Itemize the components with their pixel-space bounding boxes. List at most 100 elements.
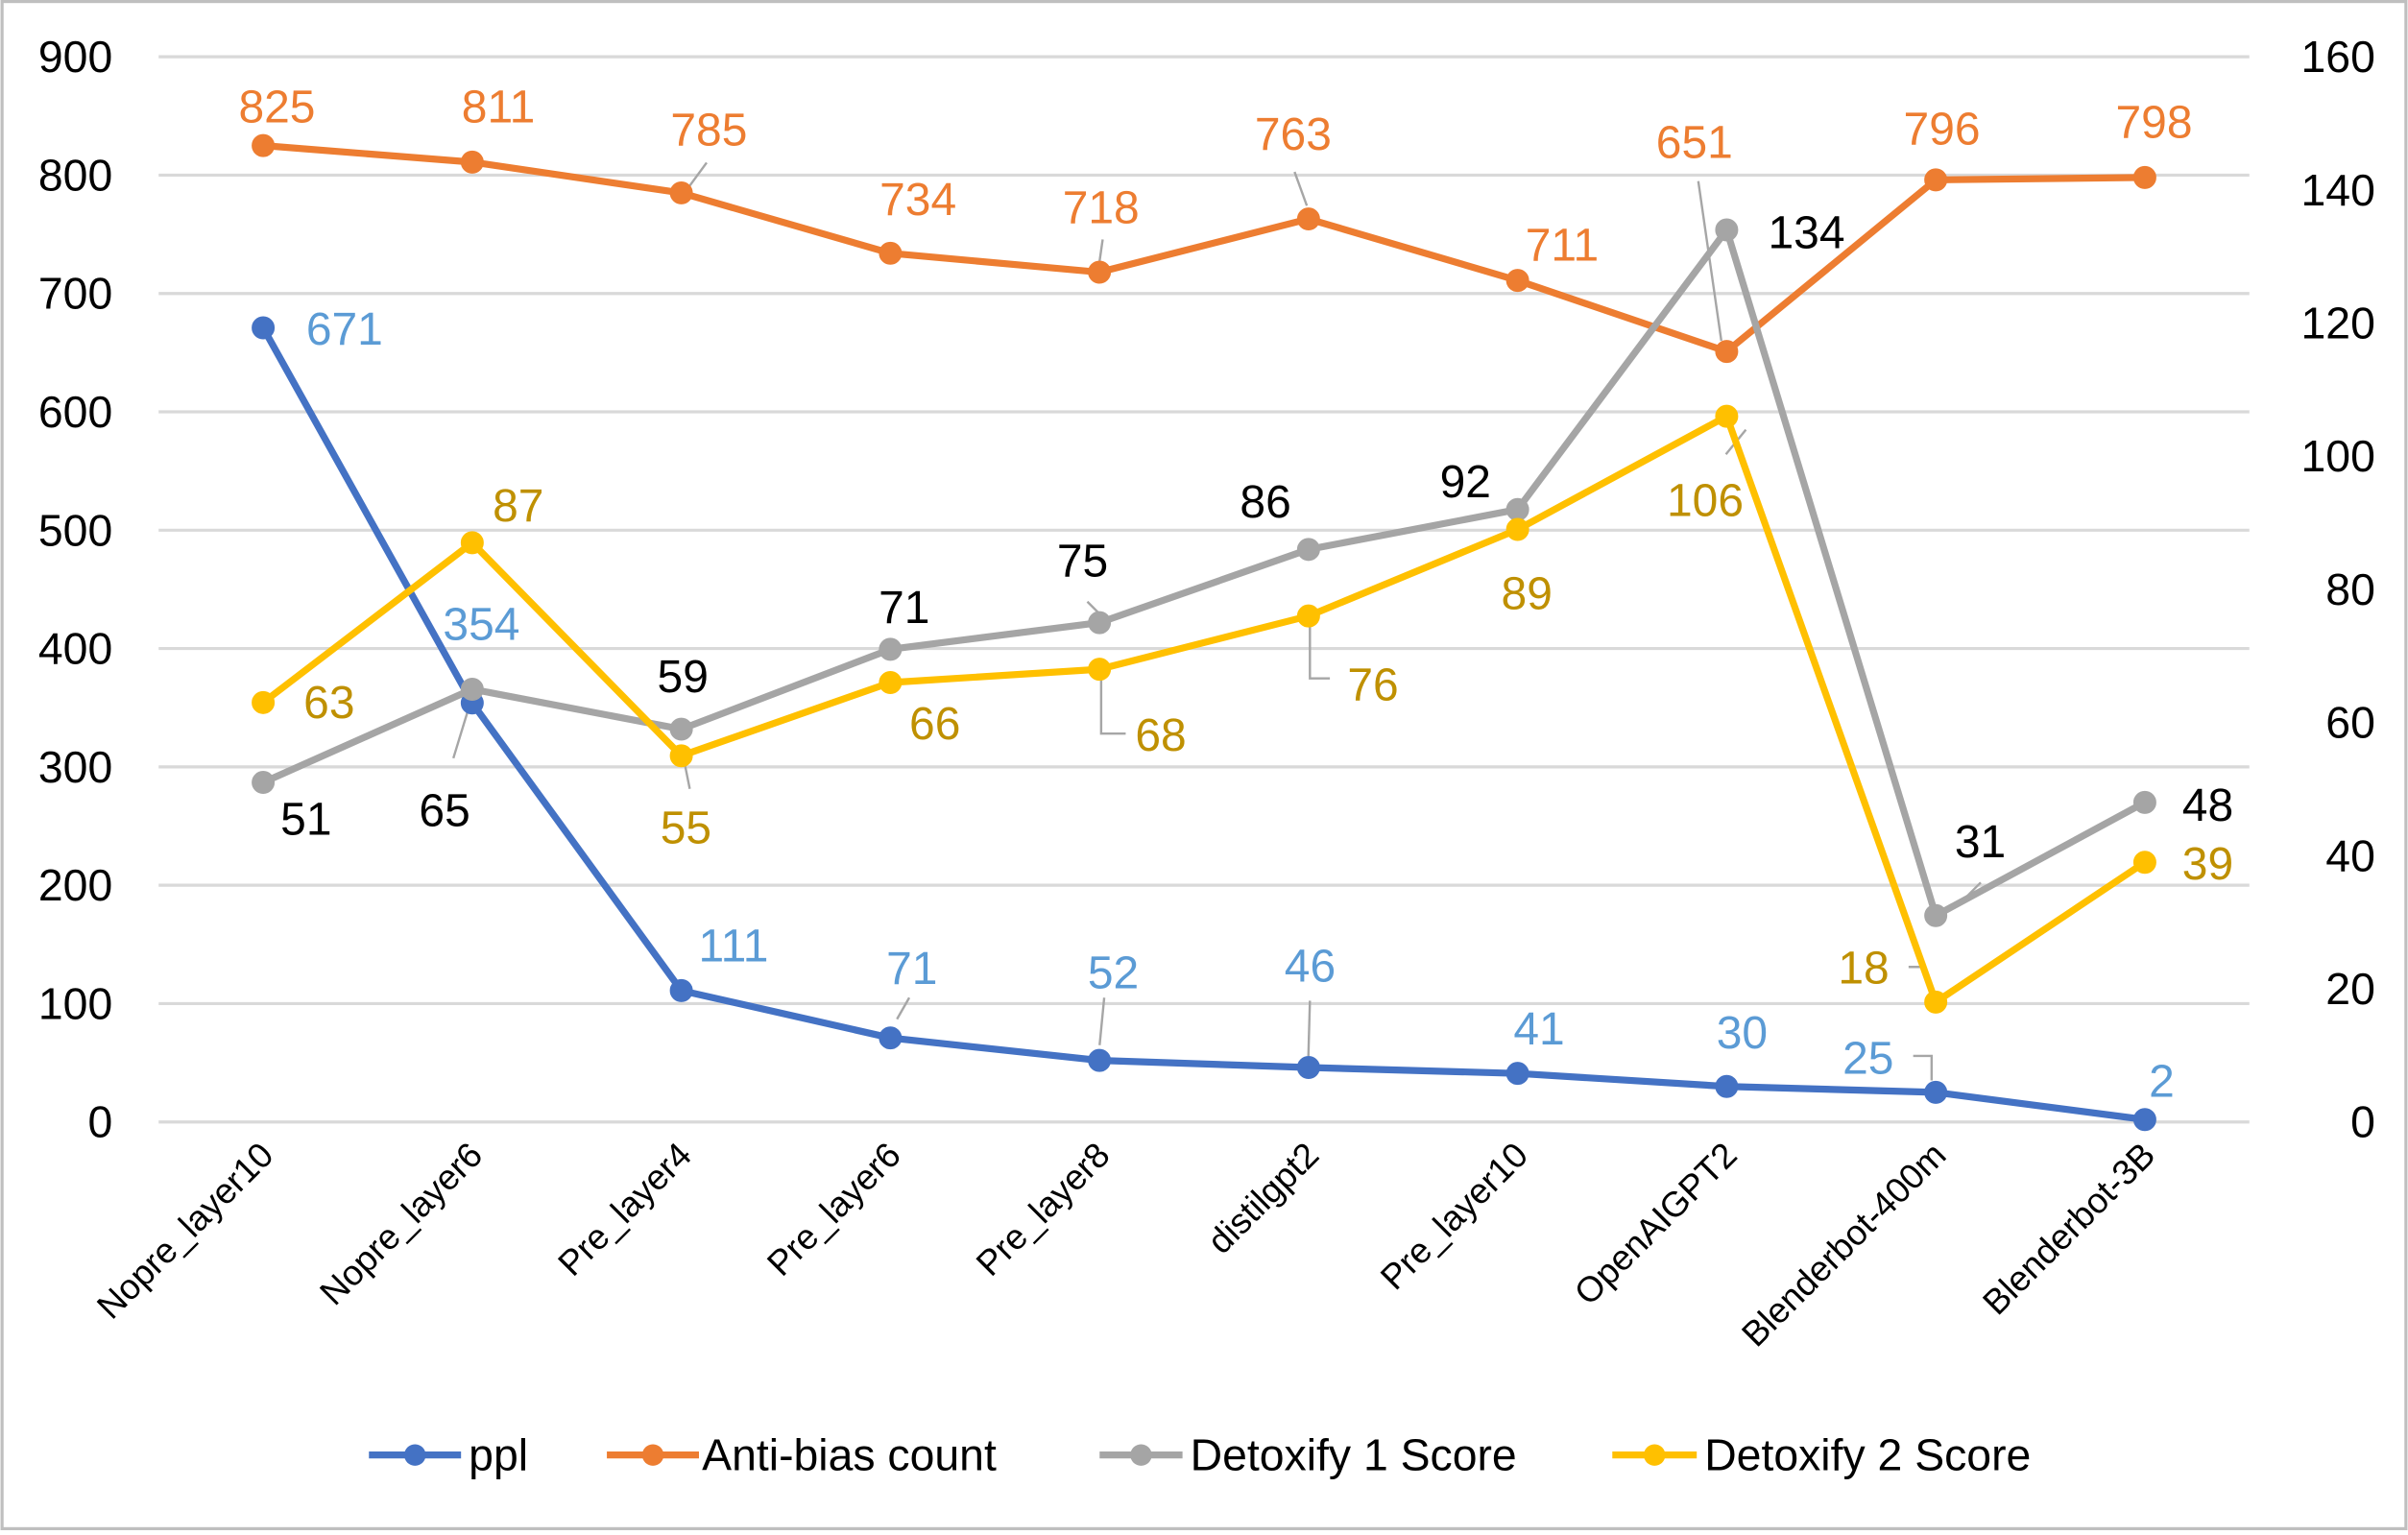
data-label: 798 xyxy=(2115,97,2192,148)
data-label: 671 xyxy=(306,304,383,355)
data-point xyxy=(1088,260,1112,284)
data-point xyxy=(879,241,903,265)
data-label: 66 xyxy=(909,699,960,750)
series-line xyxy=(259,142,2149,355)
legend-marker xyxy=(1130,1444,1152,1466)
series-detoxify-1-score xyxy=(252,218,2156,927)
data-label: 46 xyxy=(1285,941,1336,992)
leader-line xyxy=(1293,171,1309,206)
legend: ppl Anti-bias count Detoxify 1 Score Detoxi… xyxy=(369,1430,2031,1480)
data-point xyxy=(1715,218,1739,242)
data-point xyxy=(1088,1048,1112,1072)
y-tick-label: 900 xyxy=(38,32,112,82)
data-point xyxy=(1924,168,1948,192)
legend-item: Detoxify 2 Score xyxy=(1612,1430,2031,1480)
y-tick-label: 600 xyxy=(38,387,112,437)
data-label: 55 xyxy=(661,803,711,853)
y2-tick-label: 0 xyxy=(2350,1097,2375,1147)
data-point xyxy=(252,690,276,714)
leader-line xyxy=(684,765,691,790)
data-point xyxy=(252,771,276,795)
data-point xyxy=(1715,340,1739,364)
data-label: 75 xyxy=(1057,537,1108,588)
data-point xyxy=(2132,851,2156,875)
data-point xyxy=(252,133,276,157)
data-point xyxy=(1505,1062,1529,1086)
y-tick-label: 400 xyxy=(38,624,112,674)
y-tick-label: 700 xyxy=(38,269,112,319)
gridlines xyxy=(158,55,2250,1124)
y2-tick-label: 140 xyxy=(2301,165,2375,215)
data-label: 86 xyxy=(1240,477,1290,528)
series-line xyxy=(259,226,2149,920)
data-point xyxy=(1715,1074,1739,1098)
leader-line xyxy=(896,996,911,1020)
y-tick-label: 100 xyxy=(38,978,112,1028)
data-label: 71 xyxy=(886,944,937,995)
data-label: 30 xyxy=(1717,1008,1768,1059)
data-label: 763 xyxy=(1255,109,1332,160)
data-label: 92 xyxy=(1440,457,1491,508)
data-point xyxy=(669,978,693,1002)
data-point xyxy=(2132,790,2156,814)
data-label: 71 xyxy=(879,583,929,634)
series-detoxify-2-score xyxy=(252,404,2156,1014)
data-label: 134 xyxy=(1769,208,1845,259)
y2-tick-label: 160 xyxy=(2301,32,2375,82)
data-point xyxy=(460,150,484,174)
legend-label: Anti-bias count xyxy=(702,1430,997,1480)
data-label: 25 xyxy=(1842,1034,1893,1085)
series-ppl xyxy=(252,316,2156,1132)
leader-line xyxy=(688,161,708,187)
data-label: 718 xyxy=(1063,182,1140,233)
data-label: 41 xyxy=(1513,1004,1564,1055)
data-point xyxy=(669,717,693,741)
data-point xyxy=(1505,497,1529,521)
data-point xyxy=(1296,538,1320,562)
series-line xyxy=(259,413,2149,1006)
data-label: 785 xyxy=(670,105,747,156)
data-label: 734 xyxy=(879,175,956,226)
leader-line xyxy=(1099,678,1126,735)
leader-line xyxy=(1697,180,1722,342)
y-tick-label: 200 xyxy=(38,860,112,910)
data-label: 87 xyxy=(493,481,543,532)
y2-tick-label: 100 xyxy=(2301,431,2375,481)
data-point xyxy=(460,677,484,701)
y-tick-label: 0 xyxy=(87,1097,112,1147)
data-label: 65 xyxy=(419,785,470,836)
data-point xyxy=(1924,1080,1948,1104)
data-point xyxy=(1924,990,1948,1014)
data-point xyxy=(879,637,903,661)
data-point xyxy=(669,180,693,204)
data-label: 39 xyxy=(2182,839,2233,890)
leader-line xyxy=(1913,1054,1934,1081)
legend-label: Detoxify 1 Score xyxy=(1191,1430,1517,1480)
y2-tick-label: 20 xyxy=(2325,964,2375,1014)
data-label: 2 xyxy=(2149,1056,2175,1107)
y-tick-label: 300 xyxy=(38,742,112,792)
data-point xyxy=(879,1026,903,1050)
legend-marker xyxy=(1644,1444,1666,1466)
leader-line xyxy=(1098,239,1104,261)
data-label: 89 xyxy=(1502,569,1553,620)
data-point xyxy=(2132,165,2156,189)
data-label: 68 xyxy=(1135,710,1186,761)
data-point xyxy=(879,671,903,695)
legend-marker xyxy=(641,1444,664,1466)
data-label: 811 xyxy=(462,82,535,132)
legend-label: Detoxify 2 Score xyxy=(1704,1430,2031,1480)
y2-tick-label: 80 xyxy=(2325,564,2375,614)
data-point xyxy=(1088,611,1112,635)
data-label: 59 xyxy=(658,652,709,703)
data-label: 825 xyxy=(238,83,315,133)
leader-line xyxy=(1309,626,1331,680)
data-label: 63 xyxy=(303,678,354,729)
legend-label: ppl xyxy=(469,1430,528,1480)
data-point xyxy=(2132,1108,2156,1132)
data-label: 18 xyxy=(1838,944,1889,995)
y-tick-label: 500 xyxy=(38,505,112,555)
